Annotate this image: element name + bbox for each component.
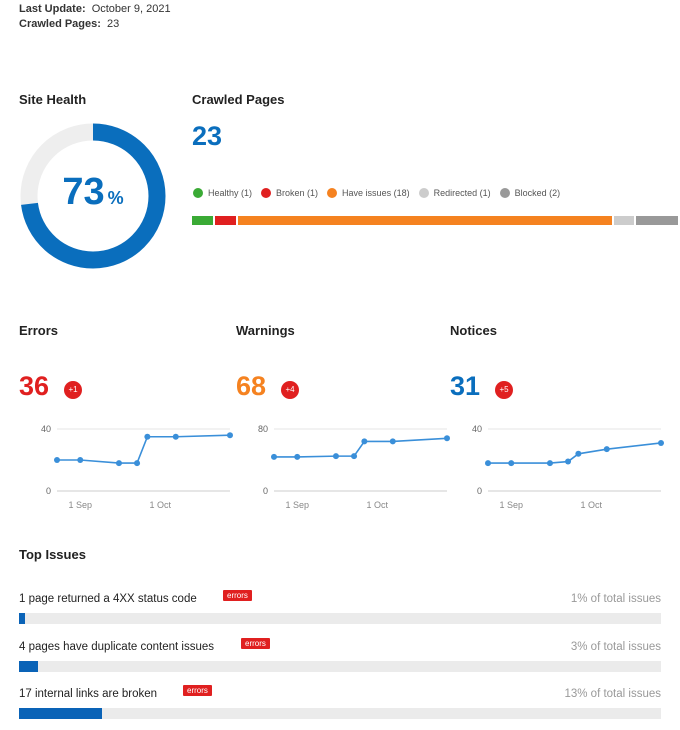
site-health-donut xyxy=(20,123,166,269)
legend-label: Healthy (1) xyxy=(208,188,253,198)
y-tick-label: 40 xyxy=(41,424,51,434)
data-point[interactable] xyxy=(77,457,84,463)
metric-title: Notices xyxy=(450,323,497,338)
crawled-pages-count: 23 xyxy=(192,121,223,151)
issue-progress-fill xyxy=(19,708,103,719)
donut-arc xyxy=(20,123,166,269)
metric-trend-chart: 40 0 1 Sep 1 Oct xyxy=(41,424,233,510)
data-point[interactable] xyxy=(227,432,233,439)
x-tick-label: 1 Sep xyxy=(68,500,92,510)
stacked-bar-segment[interactable] xyxy=(636,216,678,225)
issue-progress-track xyxy=(19,613,661,624)
issue-percent: 13% of total issues xyxy=(564,688,661,700)
legend-label: Have issues (18) xyxy=(342,188,410,198)
metric-value: 36 xyxy=(19,371,50,401)
crawled-pages-line: Crawled Pages: 23 xyxy=(19,18,119,30)
site-health-title: Site Health xyxy=(19,92,87,107)
legend-dot xyxy=(327,188,338,198)
issue-type-badge: errors xyxy=(223,590,252,601)
stacked-bar-segment[interactable] xyxy=(192,216,213,225)
crawled-pages-label: Crawled Pages: xyxy=(19,18,101,30)
data-point[interactable] xyxy=(271,453,277,460)
issue-type-badge: errors xyxy=(183,685,212,696)
data-point[interactable] xyxy=(546,460,553,467)
metric-delta-badge: +5 xyxy=(495,381,513,399)
metric-delta-badge: +1 xyxy=(64,381,82,399)
data-point[interactable] xyxy=(444,435,450,442)
data-point[interactable] xyxy=(351,453,358,460)
data-point[interactable] xyxy=(172,433,179,440)
issue-percent: 1% of total issues xyxy=(570,593,661,605)
data-point[interactable] xyxy=(658,439,664,446)
stacked-bar-segment[interactable] xyxy=(214,216,236,225)
stacked-bar-segment[interactable] xyxy=(613,216,635,225)
site-health-value: 73 xyxy=(62,171,105,213)
data-point[interactable] xyxy=(508,460,515,467)
issue-link[interactable]: 4 pages have duplicate content issues xyxy=(19,641,214,653)
legend-label: Broken (1) xyxy=(276,188,319,198)
y-tick-label: 0 xyxy=(263,486,268,496)
x-tick-label: 1 Oct xyxy=(367,500,389,510)
crawled-pages-value: 23 xyxy=(106,18,120,30)
site-health-value-wrap: 73% xyxy=(18,171,168,214)
y-tick-label: 0 xyxy=(46,486,51,496)
legend-label: Redirected (1) xyxy=(433,188,491,198)
data-point[interactable] xyxy=(54,457,60,463)
site-health-unit: % xyxy=(107,188,124,208)
issue-link[interactable]: 17 internal links are broken xyxy=(19,688,158,700)
x-tick-label: 1 Sep xyxy=(499,500,523,510)
data-point[interactable] xyxy=(575,450,582,457)
issue-progress-track xyxy=(19,708,661,719)
metric-value: 68 xyxy=(236,371,267,401)
legend-label: Blocked (2) xyxy=(514,188,561,198)
y-tick-label: 40 xyxy=(472,424,482,434)
legend-item[interactable]: Redirected (1) xyxy=(418,188,491,198)
crawled-pages-title: Crawled Pages xyxy=(192,92,285,107)
issue-progress-fill xyxy=(19,661,39,672)
data-point[interactable] xyxy=(361,438,368,445)
data-point[interactable] xyxy=(485,460,491,467)
issue-type-badge: errors xyxy=(241,638,270,649)
legend-dot xyxy=(418,188,429,198)
metric-title: Warnings xyxy=(236,323,295,338)
y-tick-label: 80 xyxy=(258,424,268,434)
data-point[interactable] xyxy=(389,438,396,445)
issue-progress-track xyxy=(19,661,661,672)
x-tick-label: 1 Oct xyxy=(581,500,603,510)
legend-item[interactable]: Have issues (18) xyxy=(327,188,410,198)
legend-item[interactable]: Healthy (1) xyxy=(193,188,252,198)
metric-trend-chart: 40 0 1 Sep 1 Oct xyxy=(472,424,664,510)
last-update-label: Last Update: xyxy=(19,3,86,15)
issue-percent: 3% of total issues xyxy=(570,641,661,653)
data-point[interactable] xyxy=(332,453,339,460)
legend-dot xyxy=(193,188,203,198)
metric-trend-chart: 80 0 1 Sep 1 Oct xyxy=(258,424,450,510)
data-point[interactable] xyxy=(115,460,122,467)
crawled-pages-legend: Healthy (1) Broken (1) Have issues (18) Red… xyxy=(193,188,569,198)
metric-title: Errors xyxy=(19,323,59,338)
legend-item[interactable]: Blocked (2) xyxy=(499,188,561,198)
top-issues-title: Top Issues xyxy=(19,547,86,562)
series-line xyxy=(488,442,662,464)
metric-value: 31 xyxy=(450,371,481,401)
y-tick-label: 0 xyxy=(477,486,482,496)
data-point[interactable] xyxy=(294,453,301,460)
data-point[interactable] xyxy=(144,433,151,440)
x-tick-label: 1 Sep xyxy=(285,500,309,510)
issue-link[interactable]: 1 page returned a 4XX status code xyxy=(19,593,197,605)
legend-item[interactable]: Broken (1) xyxy=(261,188,318,198)
crawled-pages-stacked-bar xyxy=(192,216,680,225)
legend-dot xyxy=(499,188,510,198)
x-tick-label: 1 Oct xyxy=(150,500,172,510)
data-point[interactable] xyxy=(565,458,572,465)
legend-dot xyxy=(261,188,272,198)
last-update-line: Last Update: October 9, 2021 xyxy=(19,3,171,15)
data-point[interactable] xyxy=(134,460,141,467)
stacked-bar-segment[interactable] xyxy=(237,216,612,225)
last-update-value: October 9, 2021 xyxy=(91,3,171,15)
data-point[interactable] xyxy=(603,446,610,453)
series-line xyxy=(274,437,448,458)
issue-progress-fill xyxy=(19,613,26,624)
metric-delta-badge: +4 xyxy=(281,381,299,399)
